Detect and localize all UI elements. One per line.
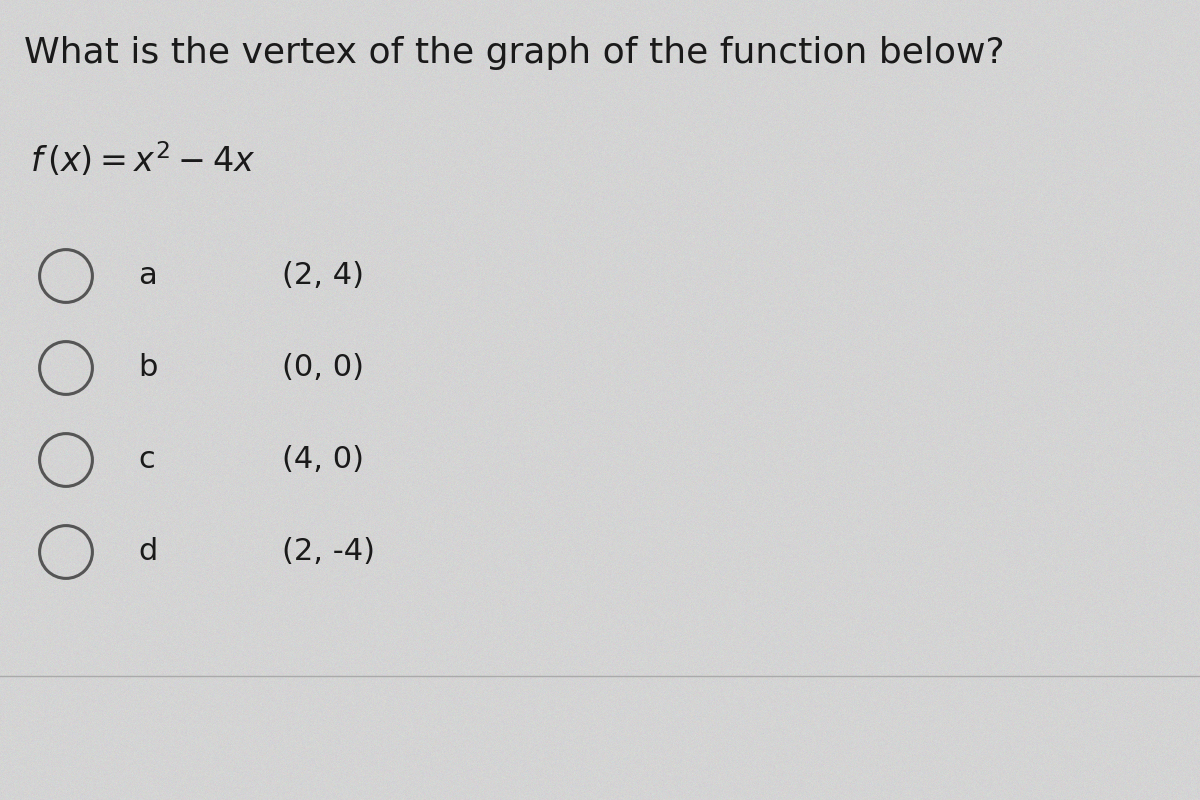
Text: What is the vertex of the graph of the function below?: What is the vertex of the graph of the f… — [24, 36, 1004, 70]
Text: (4, 0): (4, 0) — [282, 446, 364, 474]
Text: (2, 4): (2, 4) — [282, 262, 364, 290]
Text: a: a — [138, 262, 157, 290]
Text: b: b — [138, 354, 157, 382]
Text: (2, -4): (2, -4) — [282, 538, 374, 566]
Text: $f\,(x) = x^2 - 4x$: $f\,(x) = x^2 - 4x$ — [30, 140, 256, 178]
Text: c: c — [138, 446, 155, 474]
Text: (0, 0): (0, 0) — [282, 354, 364, 382]
Text: d: d — [138, 538, 157, 566]
